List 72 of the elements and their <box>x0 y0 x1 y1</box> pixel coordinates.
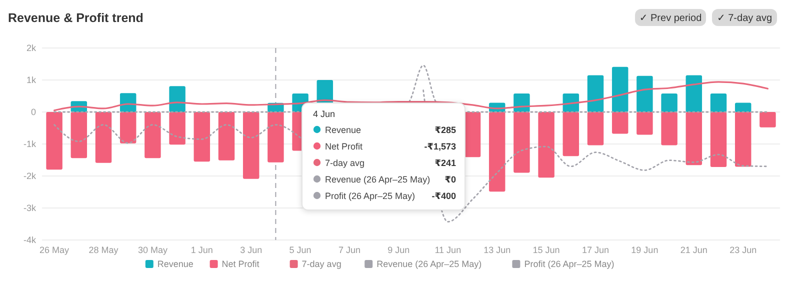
bar <box>242 112 260 179</box>
bar <box>587 75 604 112</box>
text: 7-day avg <box>302 259 342 269</box>
bar <box>514 112 530 173</box>
bar <box>760 112 776 128</box>
annotation: ₹0 <box>444 174 456 184</box>
text: Net Profit <box>222 259 260 269</box>
bar <box>587 112 604 146</box>
bar <box>734 112 752 167</box>
bar <box>636 112 653 135</box>
annotation: 4 Jun <box>313 109 336 119</box>
bar <box>538 112 554 178</box>
y-tick-label: 1k <box>26 75 36 85</box>
annotation: -₹1,573 <box>424 142 456 152</box>
bar <box>464 112 481 158</box>
x-tick-label: 26 May <box>40 245 70 255</box>
toggle-button: ✓ Prev period <box>635 9 706 26</box>
bar <box>734 102 752 112</box>
bar <box>514 93 530 112</box>
bar <box>661 112 678 146</box>
legend-label: Revenue (26 Apr–25 May) <box>325 174 430 184</box>
annotation: ₹241 <box>434 158 456 168</box>
text: Profit (26 Apr–25 May) <box>524 259 614 269</box>
x-tick-label: 21 Jun <box>680 245 708 255</box>
y-tick-label: -4k <box>23 235 36 245</box>
bar <box>169 86 186 112</box>
x-tick-label: 7 Jun <box>338 245 361 255</box>
legend-label: Profit (26 Apr–25 May) <box>325 191 416 201</box>
toggle-button: ✓ 7-day avg <box>712 9 777 26</box>
x-tick-label: 5 Jun <box>289 245 312 255</box>
legend-label: Net Profit <box>325 142 364 152</box>
bar <box>120 112 136 144</box>
bar <box>686 75 702 112</box>
x-tick-label: 13 Jun <box>484 245 511 255</box>
y-tick-label: -3k <box>23 203 36 213</box>
text: Revenue (26 Apr–25 May) <box>376 259 482 269</box>
bar <box>144 112 161 158</box>
bar <box>636 76 653 112</box>
y-tick-label: 2k <box>26 43 36 53</box>
x-tick-label: 1 Jun <box>190 245 213 255</box>
x-tick-label: 23 Jun <box>730 245 757 255</box>
bar <box>710 112 727 168</box>
text: Revenue <box>157 259 194 269</box>
y-tick-label: 0 <box>30 107 36 117</box>
bar <box>169 112 186 145</box>
x-tick-label: 3 Jun <box>240 245 262 255</box>
bar <box>612 112 628 134</box>
bar <box>562 112 580 156</box>
bar <box>686 112 702 166</box>
x-tick-label: 19 Jun <box>631 245 658 255</box>
bar <box>95 112 112 163</box>
x-tick-label: 15 Jun <box>532 245 560 255</box>
bar <box>612 66 628 112</box>
bar <box>488 112 506 192</box>
x-tick-label: 28 May <box>88 245 119 255</box>
annotation: -₹400 <box>432 191 456 201</box>
y-tick-label: -1k <box>23 139 36 149</box>
legend-label: Revenue <box>325 125 362 135</box>
annotation: ₹285 <box>434 125 456 135</box>
x-tick-label: 9 Jun <box>388 245 410 255</box>
chart-title: Revenue & Profit trend <box>8 11 144 25</box>
bar <box>70 112 88 158</box>
bar <box>661 93 678 112</box>
bar <box>194 112 210 162</box>
x-tick-label: 30 May <box>138 245 168 255</box>
x-tick-label: 17 Jun <box>582 245 610 255</box>
legend-label: 7-day avg <box>325 158 365 168</box>
bar <box>710 93 727 112</box>
bar <box>268 112 284 162</box>
y-tick-label: -2k <box>23 171 36 181</box>
bar <box>218 112 235 160</box>
x-tick-label: 11 Jun <box>434 245 462 255</box>
